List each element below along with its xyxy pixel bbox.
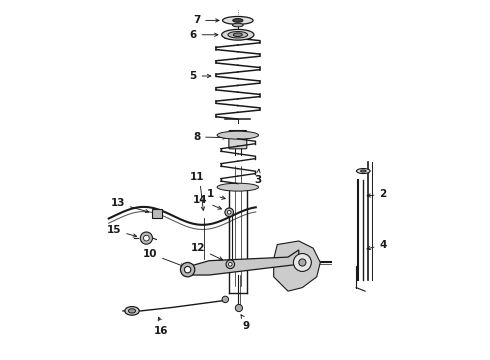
Circle shape — [226, 260, 235, 269]
Ellipse shape — [361, 170, 366, 172]
Ellipse shape — [233, 33, 243, 37]
Text: 14: 14 — [193, 195, 221, 209]
Text: 3: 3 — [254, 169, 261, 185]
Circle shape — [235, 305, 243, 312]
Text: 1: 1 — [207, 189, 225, 199]
Ellipse shape — [228, 32, 247, 38]
Text: 15: 15 — [107, 225, 137, 237]
Ellipse shape — [217, 131, 259, 139]
Circle shape — [144, 235, 149, 241]
Circle shape — [228, 262, 232, 266]
Text: 12: 12 — [190, 243, 222, 260]
Text: 4: 4 — [367, 239, 387, 250]
Ellipse shape — [217, 183, 259, 191]
Circle shape — [225, 208, 234, 217]
Text: 13: 13 — [110, 198, 149, 213]
Polygon shape — [184, 250, 299, 275]
Ellipse shape — [128, 309, 136, 313]
Circle shape — [294, 253, 311, 271]
Circle shape — [227, 211, 231, 214]
Text: 8: 8 — [193, 132, 226, 142]
Circle shape — [299, 259, 306, 266]
Text: 9: 9 — [242, 320, 249, 330]
Ellipse shape — [233, 19, 243, 22]
Circle shape — [222, 296, 228, 303]
Text: 7: 7 — [193, 15, 219, 26]
Text: 5: 5 — [189, 71, 211, 81]
Text: 11: 11 — [189, 172, 204, 182]
Text: 10: 10 — [143, 248, 184, 267]
Ellipse shape — [222, 17, 253, 24]
Ellipse shape — [125, 307, 139, 315]
Text: 16: 16 — [153, 326, 168, 336]
Text: 6: 6 — [189, 30, 218, 40]
Ellipse shape — [221, 30, 254, 40]
Text: 2: 2 — [367, 189, 387, 199]
Polygon shape — [274, 241, 320, 291]
Ellipse shape — [232, 23, 243, 27]
Circle shape — [140, 232, 152, 244]
Bar — [152, 209, 162, 219]
Circle shape — [180, 262, 195, 277]
Circle shape — [184, 266, 191, 273]
Ellipse shape — [357, 168, 370, 174]
FancyBboxPatch shape — [229, 131, 247, 149]
